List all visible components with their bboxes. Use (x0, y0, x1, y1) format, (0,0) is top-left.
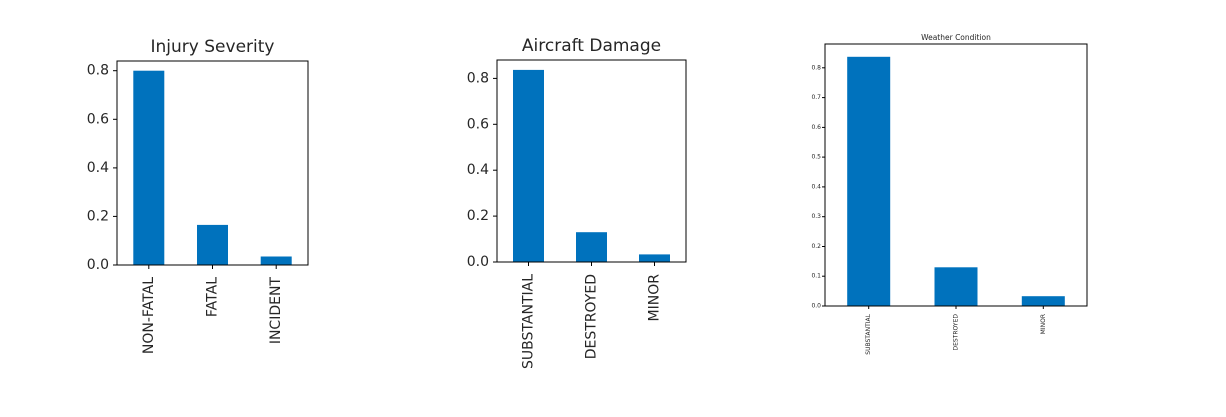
y-tick-label: 0.8 (467, 70, 489, 86)
x-tick-label-incident: INCIDENT (268, 277, 284, 345)
y-tick-label: 0.2 (811, 243, 821, 250)
x-tick-label-destroyed: DESTROYED (953, 314, 960, 351)
y-tick-label: 0.6 (811, 124, 821, 131)
x-tick-label-substantial: SUBSTANTIAL (865, 313, 872, 354)
bar-minor (1021, 296, 1065, 306)
y-tick-label: 0.2 (467, 208, 489, 224)
y-tick-label: 0.5 (811, 154, 821, 161)
chart-weather-condition: Weather Condition 0.0 0.1 0.2 0.3 0.4 0.5 0.6 0.… (811, 33, 1088, 355)
x-tick-label-minor: MINOR (1040, 314, 1047, 334)
y-tick-label: 0.0 (87, 257, 109, 273)
y-tick-label: 0.6 (87, 111, 109, 127)
chart-title: Aircraft Damage (522, 36, 661, 56)
chart-injury-severity: Injury Severity 0.0 0.2 0.4 0.6 0.8 NON-FATAL F… (87, 37, 309, 354)
bar-non-fatal (133, 70, 165, 265)
y-tick-label: 0.4 (811, 183, 821, 190)
y-tick-label: 0.2 (87, 208, 109, 224)
y-tick-label: 0.0 (811, 303, 821, 310)
bar-substantial (847, 56, 891, 306)
bar-destroyed (576, 232, 607, 262)
y-tick-label: 0.3 (811, 213, 821, 220)
chart-title: Injury Severity (151, 37, 275, 57)
y-tick-label: 0.4 (87, 160, 109, 176)
x-tick-label-fatal: FATAL (205, 277, 221, 317)
bar-fatal (197, 224, 228, 265)
y-tick-label: 0.8 (811, 64, 821, 71)
bar-minor (639, 254, 670, 262)
bar-destroyed (934, 267, 978, 306)
chart-title: Weather Condition (921, 33, 991, 42)
x-tick-label-minor: MINOR (647, 274, 663, 322)
bar-incident (260, 256, 292, 265)
bar-substantial (513, 69, 544, 263)
y-tick-label: 0.7 (811, 94, 821, 101)
y-tick-label: 0.4 (467, 162, 489, 178)
x-tick-label-destroyed: DESTROYED (584, 274, 600, 359)
x-tick-label-non-fatal: NON-FATAL (141, 277, 157, 354)
y-tick-label: 0.1 (811, 273, 821, 280)
y-tick-label: 0.6 (467, 116, 489, 132)
x-tick-label-substantial: SUBSTANTIAL (521, 274, 537, 369)
y-tick-label: 0.0 (467, 254, 489, 270)
y-tick-label: 0.8 (87, 63, 109, 79)
chart-aircraft-damage: Aircraft Damage 0.0 0.2 0.4 0.6 0.8 SUBSTANTIA… (467, 36, 687, 369)
